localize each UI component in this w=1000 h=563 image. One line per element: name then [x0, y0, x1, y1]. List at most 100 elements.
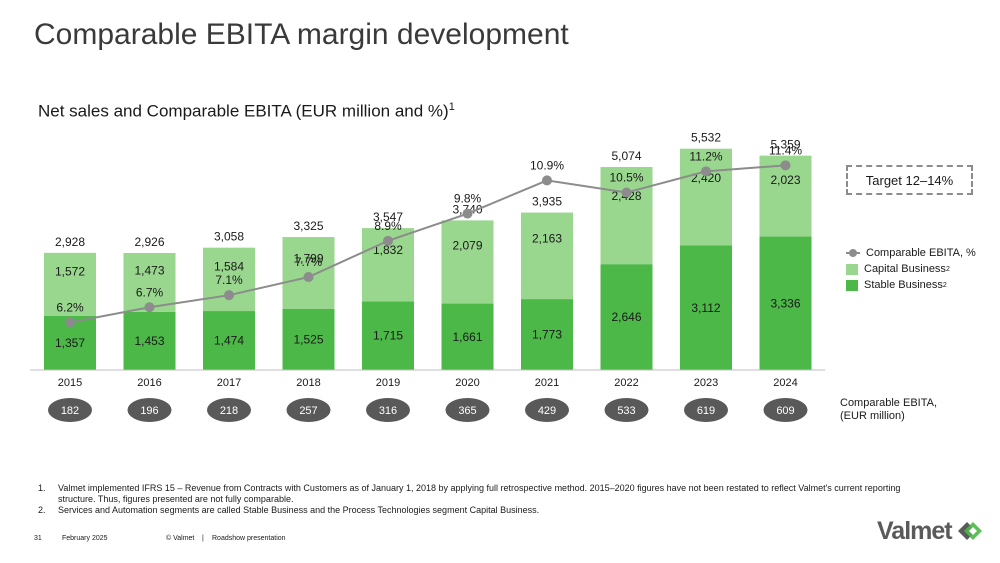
- ebita-percent-point: [144, 302, 155, 313]
- stable-value-label: 1,357: [55, 336, 85, 350]
- ebita-percent-label: 9.8%: [454, 192, 482, 206]
- capital-bar: [521, 212, 573, 300]
- footnote-text: Valmet implemented IFRS 15 – Revenue fro…: [58, 483, 901, 504]
- ebita-percent-label: 7.7%: [295, 255, 323, 269]
- legend-label-ebita: Comparable EBITA, %: [866, 247, 976, 259]
- ebita-value-label: 218: [220, 405, 238, 417]
- capital-value-label: 1,572: [55, 265, 85, 279]
- chart-subtitle: Net sales and Comparable EBITA (EUR mill…: [38, 101, 455, 122]
- ebita-percent-label: 6.2%: [56, 300, 84, 314]
- footnote-number: 1.: [38, 483, 46, 493]
- capital-value-label: 1,473: [134, 264, 164, 278]
- stable-value-label: 1,453: [134, 334, 164, 348]
- logo-text: Valmet: [877, 516, 953, 545]
- ebita-percent-point: [542, 175, 552, 186]
- total-value-label: 5,074: [611, 149, 641, 163]
- stable-bar: [600, 264, 653, 370]
- ebita-pill: [48, 398, 92, 422]
- ebita-percent-label: 6.7%: [136, 285, 164, 299]
- ebita-percent-point: [462, 208, 473, 219]
- footnote-text: Services and Automation segments are cal…: [58, 505, 540, 515]
- total-value-label: 3,547: [373, 210, 403, 224]
- x-tick-label: 2021: [535, 377, 559, 389]
- ebita-pill: [525, 398, 569, 422]
- stable-bar: [759, 236, 812, 370]
- total-value-label: 5,359: [770, 138, 800, 152]
- x-tick-label: 2023: [694, 377, 718, 389]
- legend-sup-capital: 2: [945, 265, 950, 273]
- ebita-pill: [763, 398, 808, 422]
- stable-value-label: 1,773: [532, 328, 562, 342]
- x-tick-label: 2017: [217, 377, 241, 389]
- page-number: 31: [34, 535, 42, 542]
- stable-value-label: 3,112: [691, 301, 720, 315]
- ebita-pill: [684, 398, 728, 422]
- stable-value-label: 1,525: [293, 333, 323, 347]
- ebita-pill: [366, 398, 410, 422]
- ebita-value-label: 365: [458, 405, 476, 417]
- footer-date: February 2025: [62, 535, 108, 542]
- ebita-percent-label: 10.5%: [609, 171, 643, 185]
- legend-item-stable: Stable Business 2: [846, 277, 976, 293]
- capital-swatch-icon: [846, 263, 858, 275]
- stable-value-label: 1,715: [373, 329, 403, 343]
- total-value-label: 2,926: [134, 235, 164, 249]
- capital-bar: [600, 167, 653, 265]
- x-tick-label: 2016: [137, 377, 161, 389]
- ebita-percent-point: [65, 317, 75, 328]
- total-value-label: 5,532: [691, 131, 721, 145]
- footnote-1: 1. Valmet implemented IFRS 15 – Revenue …: [38, 483, 938, 505]
- total-value-label: 3,325: [293, 219, 323, 233]
- capital-value-label: 2,163: [532, 232, 562, 246]
- legend-label-stable: Stable Business: [864, 279, 943, 291]
- x-tick-label: 2019: [376, 377, 400, 389]
- ebita-value-label: 619: [697, 405, 715, 417]
- ebita-row-label: Comparable EBITA, (EUR million): [840, 397, 937, 423]
- ebita-percent-point: [383, 235, 393, 246]
- ebita-percent-label: 10.9%: [530, 158, 564, 172]
- stable-value-label: 3,336: [770, 296, 800, 310]
- ebita-value-label: 609: [776, 405, 794, 417]
- stable-value-label: 1,474: [214, 334, 244, 348]
- footer-separator: |: [202, 535, 204, 542]
- legend-label-capital: Capital Business: [864, 263, 946, 275]
- ebita-label-line1: Comparable EBITA,: [840, 397, 938, 409]
- ebita-value-label: 429: [538, 405, 556, 417]
- capital-value-label: 2,023: [770, 173, 800, 187]
- footnotes: 1. Valmet implemented IFRS 15 – Revenue …: [38, 483, 938, 516]
- ebita-label-line2: (EUR million): [840, 410, 905, 422]
- stable-bar: [521, 299, 573, 370]
- ebita-percent-line: [69, 164, 786, 324]
- capital-bar: [203, 247, 255, 312]
- x-tick-label: 2024: [773, 377, 797, 389]
- footnote-number: 2.: [38, 505, 46, 515]
- subtitle-footnote-ref: 1: [448, 101, 455, 113]
- ebita-percent-point: [303, 272, 314, 283]
- total-value-label: 2,928: [55, 235, 85, 249]
- ebita-percent-label: 8.9%: [374, 219, 402, 233]
- x-tick-label: 2022: [614, 377, 638, 389]
- page-title: Comparable EBITA margin development: [34, 18, 569, 51]
- capital-value-label: 1,584: [214, 260, 244, 274]
- stable-bar: [680, 245, 732, 370]
- x-tick-label: 2018: [296, 377, 320, 389]
- line-marker-icon: [846, 248, 860, 258]
- total-value-label: 3,935: [532, 195, 562, 209]
- stable-bar: [362, 301, 414, 370]
- stable-bar: [282, 309, 335, 370]
- capital-value-label: 1,832: [373, 243, 403, 257]
- subtitle-text: Net sales and Comparable EBITA (EUR mill…: [38, 101, 449, 121]
- footer-document: Roadshow presentation: [212, 535, 286, 542]
- ebita-percent-label: 11.2%: [689, 149, 722, 163]
- target-box: Target 12–14%: [846, 165, 973, 195]
- ebita-percent-label: 11.4%: [769, 143, 802, 157]
- ebita-percent-label: 7.1%: [215, 273, 243, 287]
- stable-bar: [441, 303, 494, 370]
- stable-swatch-icon: [846, 279, 858, 291]
- ebita-percent-point: [780, 160, 791, 171]
- footnote-2: 2. Services and Automation segments are …: [38, 505, 938, 516]
- ebita-pill: [207, 398, 251, 422]
- stable-value-label: 1,661: [452, 330, 482, 344]
- capital-bar: [680, 148, 732, 246]
- capital-bar: [44, 252, 96, 316]
